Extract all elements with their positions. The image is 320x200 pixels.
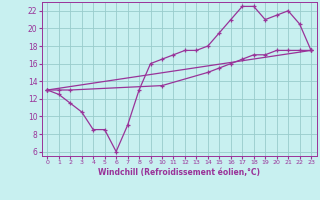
X-axis label: Windchill (Refroidissement éolien,°C): Windchill (Refroidissement éolien,°C) — [98, 168, 260, 177]
